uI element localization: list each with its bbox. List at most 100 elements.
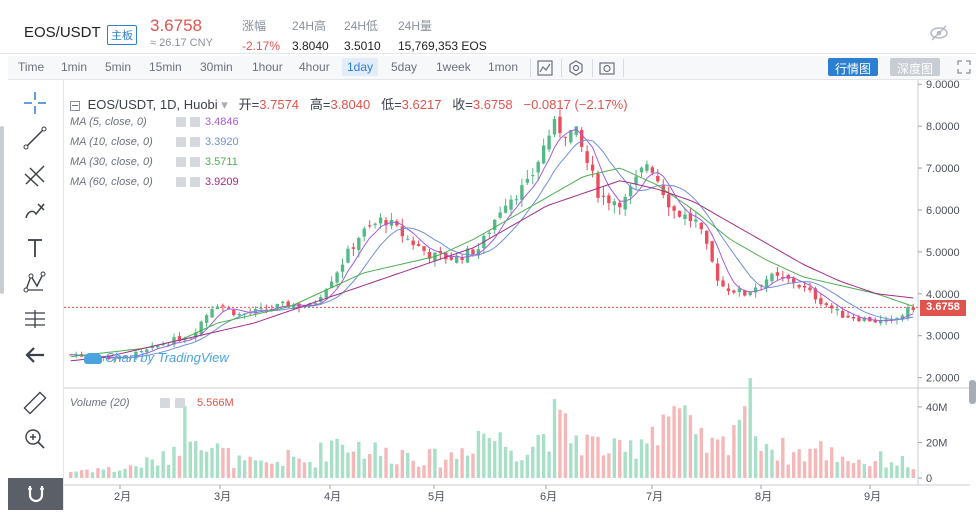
settings-icon[interactable] xyxy=(567,59,585,77)
interval-1day[interactable]: 1day xyxy=(342,58,379,76)
candle-body xyxy=(237,314,241,316)
trend-line-icon[interactable] xyxy=(22,125,48,151)
interval-1mon[interactable]: 1mon xyxy=(488,60,519,74)
volume-tick-label: 40M xyxy=(926,402,947,414)
volume-bar xyxy=(737,419,742,478)
interval-5min[interactable]: 5min xyxy=(105,60,132,74)
candle-body xyxy=(650,167,655,173)
candle-body xyxy=(677,210,682,217)
ticker-header: EOS/USDT 主板 3.6758 ≈ 26.17 CNY 涨幅 -2.17%… xyxy=(0,0,976,54)
interval-1week[interactable]: 1week xyxy=(436,60,471,74)
candle-body xyxy=(400,226,404,237)
volume-bar xyxy=(759,450,763,478)
text-tool-icon[interactable] xyxy=(22,235,48,261)
volume-label[interactable]: Volume (20) xyxy=(70,397,130,409)
volume-bar xyxy=(378,455,383,478)
ma30-label[interactable]: MA (30, close, 0) xyxy=(70,156,153,168)
volume-settings-icon[interactable] xyxy=(160,398,170,408)
candle-body xyxy=(259,307,263,309)
candle-body xyxy=(666,194,671,208)
volume-bar xyxy=(498,432,502,478)
ruler-icon[interactable] xyxy=(22,390,48,416)
ma30-close-icon[interactable] xyxy=(190,157,200,167)
price-tick-label: 7.0000 xyxy=(926,163,960,175)
ma10-close-icon[interactable] xyxy=(190,137,200,147)
volume-bar xyxy=(563,413,568,478)
depth-chart-button[interactable]: 深度图 xyxy=(890,58,941,76)
volume-bar xyxy=(210,447,214,478)
volume-bar xyxy=(134,466,138,478)
volume-bar xyxy=(281,465,285,478)
candle-body xyxy=(541,145,546,164)
interval-30min[interactable]: 30min xyxy=(200,60,233,74)
candle-body xyxy=(764,279,769,288)
toolbar-divider xyxy=(530,59,531,77)
interval-1min[interactable]: 1min xyxy=(61,60,88,74)
candle-body xyxy=(792,278,796,284)
ma60-line xyxy=(70,180,914,362)
interval-time[interactable]: Time xyxy=(18,60,45,74)
brush-icon[interactable] xyxy=(22,198,48,224)
candle-body xyxy=(210,309,214,318)
left-scroll-handle[interactable] xyxy=(0,126,4,294)
right-scroll-handle[interactable] xyxy=(969,380,976,404)
magnet-icon[interactable] xyxy=(24,482,48,506)
volume-bar xyxy=(128,465,133,478)
legend-title[interactable]: EOS/USDT, 1D, Huobi xyxy=(87,97,218,112)
legend-collapse-icon[interactable] xyxy=(70,100,80,111)
prediction-icon[interactable] xyxy=(22,306,48,332)
eye-off-icon[interactable] xyxy=(928,22,950,44)
volume-bar xyxy=(237,455,241,478)
ma60-settings-icon[interactable] xyxy=(176,177,186,187)
candle-body xyxy=(493,219,497,231)
candle-body xyxy=(840,310,845,318)
volume-bar xyxy=(270,463,274,478)
back-arrow-icon[interactable] xyxy=(22,342,48,368)
ma5-close-icon[interactable] xyxy=(190,117,200,127)
toolbar-divider xyxy=(592,59,593,77)
volume-bar xyxy=(253,460,258,478)
candle-body xyxy=(221,305,225,307)
interval-5day[interactable]: 5day xyxy=(391,60,418,74)
volume-bar xyxy=(199,450,203,478)
ma5-settings-icon[interactable] xyxy=(176,117,186,127)
volume-bar xyxy=(666,416,671,478)
candle-body xyxy=(509,199,513,210)
candle-body xyxy=(656,176,660,182)
chart-legend: EOS/USDT, 1D, Huobi ▾ 开=3.7574 高=3.8040 … xyxy=(70,94,628,113)
tradingview-watermark[interactable]: Chart by TradingView xyxy=(84,350,229,365)
ma10-settings-icon[interactable] xyxy=(176,137,186,147)
screenshot-icon[interactable] xyxy=(598,59,616,77)
legend-menu-icon[interactable]: ▾ xyxy=(221,97,228,112)
volume-close-icon[interactable] xyxy=(175,398,185,408)
chart-type-icon[interactable] xyxy=(536,59,554,77)
interval-1hour[interactable]: 1hour xyxy=(252,60,283,74)
ma5-label[interactable]: MA (5, close, 0) xyxy=(70,116,147,128)
ma60-close-icon[interactable] xyxy=(190,177,200,187)
pair-name[interactable]: EOS/USDT xyxy=(24,24,101,41)
pattern-icon[interactable] xyxy=(22,270,48,296)
fullscreen-icon[interactable] xyxy=(956,59,972,75)
ma60-value: 3.9209 xyxy=(205,176,239,188)
pitchfork-icon[interactable] xyxy=(22,162,48,188)
volume-bar xyxy=(308,462,312,478)
volume-bar xyxy=(242,460,247,478)
volume-bar xyxy=(194,441,198,478)
time-tick-label: 8月 xyxy=(755,491,772,503)
ma30-settings-icon[interactable] xyxy=(176,157,186,167)
candle-body xyxy=(161,344,165,346)
interval-4hour[interactable]: 4hour xyxy=(299,60,330,74)
volume-bar xyxy=(297,458,301,478)
zoom-in-icon[interactable] xyxy=(22,426,48,452)
volume-bar xyxy=(835,462,839,478)
candle-chart-button[interactable]: 行情图 xyxy=(828,58,879,76)
crosshair-icon[interactable] xyxy=(22,90,48,116)
volume-bar xyxy=(889,462,894,478)
volume-bar xyxy=(590,436,595,478)
ma60-label[interactable]: MA (60, close, 0) xyxy=(70,176,153,188)
candle-body xyxy=(449,256,453,260)
candlestick-chart[interactable]: 9.0000 8.0000 7.0000 6.0000 5.0000 4.0000 3.00… xyxy=(64,80,970,510)
ma10-label[interactable]: MA (10, close, 0) xyxy=(70,136,153,148)
candle-body xyxy=(748,291,752,296)
interval-15min[interactable]: 15min xyxy=(149,60,182,74)
